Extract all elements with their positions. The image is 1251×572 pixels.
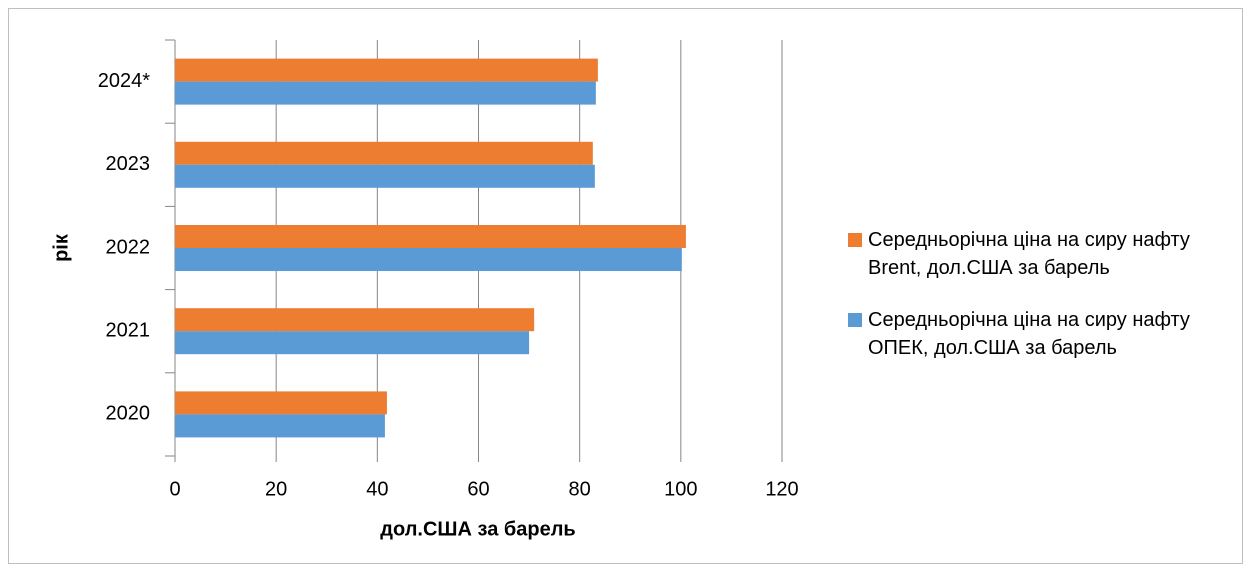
legend-swatch bbox=[848, 233, 862, 247]
y-tick-label: 2024* bbox=[98, 70, 150, 92]
x-tick-label: 120 bbox=[765, 478, 798, 500]
bar bbox=[175, 331, 530, 355]
x-tick-label: 80 bbox=[569, 478, 591, 500]
bar bbox=[175, 391, 387, 415]
bar bbox=[175, 81, 596, 105]
y-tick-label: 2021 bbox=[106, 319, 151, 341]
chart-border bbox=[8, 8, 1243, 564]
y-tick-label: 2022 bbox=[106, 236, 151, 258]
bar bbox=[175, 225, 686, 248]
x-tick-label: 100 bbox=[664, 478, 697, 500]
x-tick-label: 20 bbox=[265, 478, 287, 500]
legend: Середньорічна ціна на сиру нафту Brent, … bbox=[848, 226, 1228, 386]
bar bbox=[175, 58, 598, 82]
bar bbox=[175, 248, 682, 271]
bar bbox=[175, 414, 385, 438]
y-axis-title: рік bbox=[50, 233, 72, 262]
legend-label: Середньорічна ціна на сиру нафту Brent, … bbox=[868, 229, 1190, 279]
bar bbox=[175, 164, 595, 188]
legend-swatch bbox=[848, 313, 862, 327]
bar bbox=[175, 141, 593, 165]
x-tick-label: 40 bbox=[366, 478, 388, 500]
x-tick-label: 0 bbox=[169, 478, 180, 500]
y-tick-label: 2020 bbox=[106, 403, 151, 425]
legend-item: Середньорічна ціна на сиру нафту Brent, … bbox=[848, 226, 1228, 282]
x-tick-label: 60 bbox=[467, 478, 489, 500]
legend-label: Середньорічна ціна на сиру нафту ОПЕК, д… bbox=[868, 309, 1190, 359]
bar bbox=[175, 308, 535, 332]
legend-item: Середньорічна ціна на сиру нафту ОПЕК, д… bbox=[848, 306, 1228, 362]
y-tick-label: 2023 bbox=[106, 153, 151, 175]
x-axis-title: дол.США за барель bbox=[380, 518, 575, 540]
